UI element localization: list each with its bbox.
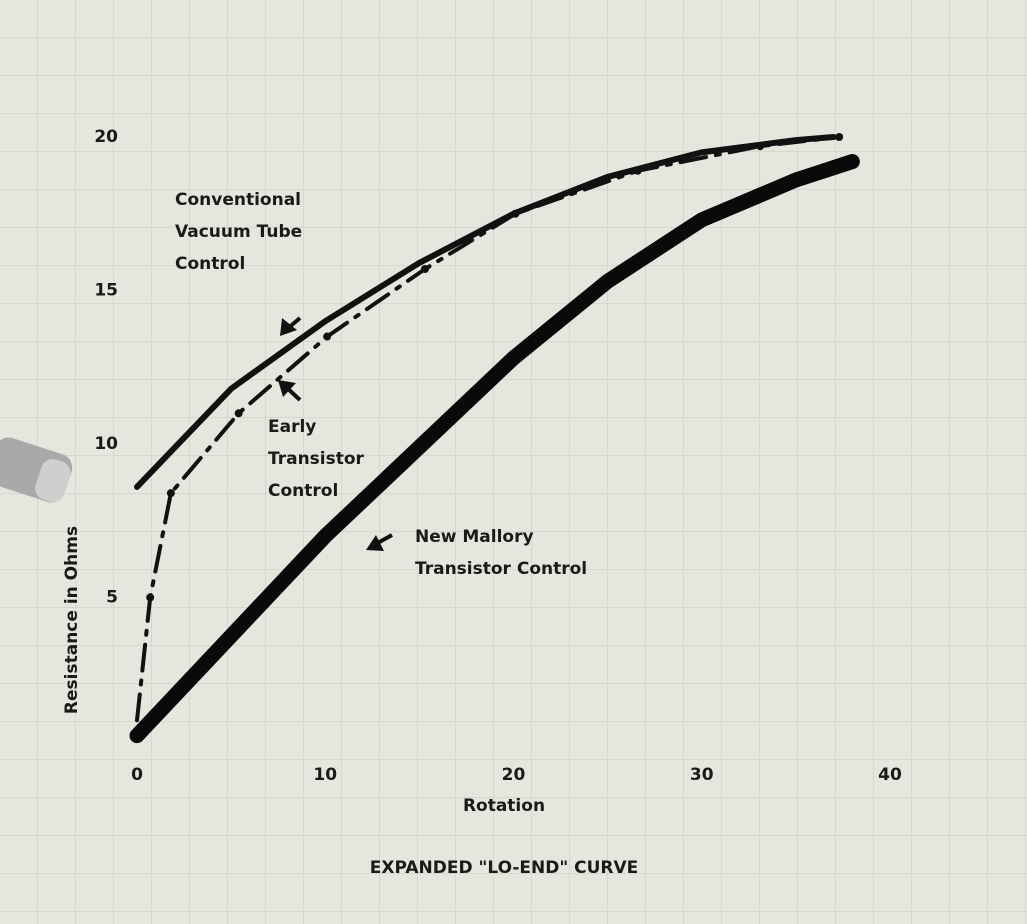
y-tick-label: 10: [94, 434, 118, 454]
series-point: [511, 209, 520, 218]
series-point: [421, 265, 430, 274]
series-label: Control: [268, 481, 338, 501]
x-tick-label: 10: [313, 765, 337, 785]
series-label: Early: [268, 417, 316, 437]
series-point: [166, 489, 175, 498]
y-tick-label: 15: [94, 281, 118, 301]
series-label: Transistor Control: [415, 559, 587, 579]
series-point: [835, 133, 844, 141]
series-point: [234, 409, 243, 418]
x-axis-label: Rotation: [463, 796, 545, 816]
x-tick-label: 40: [878, 765, 902, 785]
x-tick-label: 0: [131, 765, 143, 785]
y-tick-label: 5: [106, 588, 118, 608]
series-point: [633, 166, 642, 175]
y-axis-label: Resistance in Ohms: [62, 526, 82, 714]
series-line: [135, 135, 842, 723]
series-point: [146, 593, 155, 602]
series-label: New Mallory: [415, 527, 534, 547]
series-label: Vacuum Tube: [175, 222, 302, 242]
y-tick-label: 20: [94, 127, 118, 147]
series-label: Transistor: [268, 449, 365, 469]
x-tick-label: 30: [690, 765, 714, 785]
chart-title: EXPANDED "LO-END" CURVE: [370, 858, 639, 878]
series-label: Control: [175, 254, 245, 274]
series-point: [323, 332, 332, 341]
knob-photo: [0, 437, 73, 503]
series-label: Conventional: [175, 190, 301, 210]
series-point: [756, 142, 765, 151]
x-tick-label: 20: [502, 765, 526, 785]
series-line: [129, 154, 860, 744]
arrows: [278, 316, 393, 551]
